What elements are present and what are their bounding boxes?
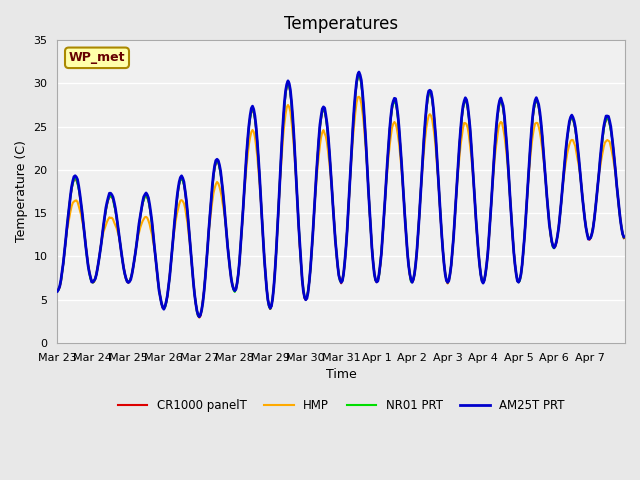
Legend: CR1000 panelT, HMP, NR01 PRT, AM25T PRT: CR1000 panelT, HMP, NR01 PRT, AM25T PRT — [113, 394, 570, 417]
Title: Temperatures: Temperatures — [284, 15, 398, 33]
Text: WP_met: WP_met — [68, 51, 125, 64]
X-axis label: Time: Time — [326, 368, 356, 381]
Y-axis label: Temperature (C): Temperature (C) — [15, 141, 28, 242]
